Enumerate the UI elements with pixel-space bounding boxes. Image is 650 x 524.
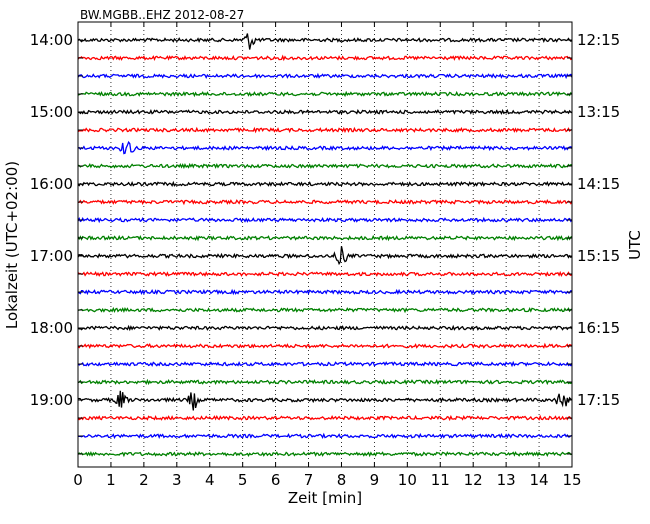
chart-title: BW.MGBB..EHZ 2012-08-27	[80, 8, 244, 22]
x-tick-label: 13	[497, 471, 516, 489]
left-hour-label: 16:00	[30, 175, 73, 193]
x-axis-label: Zeit [min]	[288, 489, 362, 507]
x-tick-label: 6	[271, 471, 281, 489]
x-tick-label: 11	[431, 471, 450, 489]
x-tick-label: 4	[205, 471, 215, 489]
left-hour-label: 15:00	[30, 103, 73, 121]
right-hour-label: 17:15	[577, 391, 620, 409]
x-tick-label: 5	[238, 471, 248, 489]
x-tick-label: 14	[530, 471, 549, 489]
right-hour-label: 13:15	[577, 103, 620, 121]
right-hour-label: 12:15	[577, 31, 620, 49]
x-tick-label: 1	[106, 471, 116, 489]
x-tick-label: 10	[398, 471, 417, 489]
x-tick-label: 2	[139, 471, 149, 489]
x-tick-label: 7	[304, 471, 314, 489]
x-tick-label: 8	[337, 471, 347, 489]
x-tick-label: 12	[464, 471, 483, 489]
right-hour-label: 14:15	[577, 175, 620, 193]
left-hour-label: 14:00	[30, 31, 73, 49]
x-tick-label: 15	[562, 471, 581, 489]
x-tick-label: 0	[73, 471, 83, 489]
x-tick-label: 9	[370, 471, 380, 489]
y-axis-label-left: Lokalzeit (UTC+02:00)	[3, 161, 21, 329]
right-hour-label: 16:15	[577, 319, 620, 337]
left-hour-label: 19:00	[30, 391, 73, 409]
x-tick-label: 3	[172, 471, 182, 489]
left-hour-label: 17:00	[30, 247, 73, 265]
right-hour-label: 15:15	[577, 247, 620, 265]
left-hour-label: 18:00	[30, 319, 73, 337]
y-axis-label-right: UTC	[626, 230, 644, 260]
